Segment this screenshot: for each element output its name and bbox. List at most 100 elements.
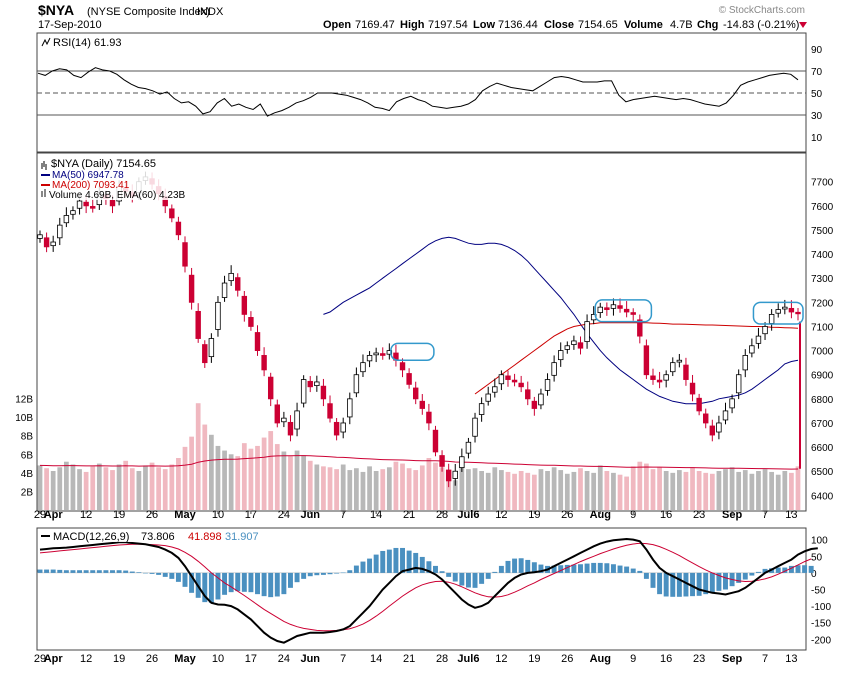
volume-bar: [274, 444, 280, 510]
date-tick-label: 7: [762, 509, 768, 521]
candle-body: [445, 469, 452, 482]
date-tick-label: Apr: [44, 653, 64, 665]
macd-histogram-bar: [301, 572, 307, 579]
candle-body: [300, 379, 307, 404]
macd-histogram-bar: [604, 563, 610, 573]
candlestick: [656, 371, 663, 389]
volume-bar: [525, 472, 531, 510]
volume-bar: [129, 468, 135, 510]
date-tick-label: 26: [561, 509, 573, 521]
candlestick: [241, 291, 248, 322]
rsi-tick-label: 70: [811, 67, 823, 78]
date-tick-label: 9: [630, 509, 636, 521]
candlestick: [320, 378, 327, 407]
volume-tick-label: 8B: [21, 432, 34, 443]
macd-histogram-bar: [802, 565, 808, 573]
volume-bar: [446, 474, 452, 510]
candle-body: [544, 379, 551, 391]
macd-tick-label: -150: [811, 619, 831, 630]
volume-bar: [301, 455, 307, 510]
candle-body: [597, 306, 603, 313]
candle-body: [287, 421, 294, 436]
candle-body: [202, 344, 208, 364]
price-tick-label: 7000: [811, 347, 834, 358]
candle-body: [380, 353, 386, 356]
volume-bar: [597, 465, 603, 510]
candlestick: [182, 236, 188, 273]
price-tick-label: 6900: [811, 371, 834, 382]
candle-body: [281, 417, 287, 423]
candlestick: [735, 369, 742, 400]
volume-tick-label: 12B: [15, 395, 33, 406]
price-legend-bg: [40, 156, 190, 200]
macd-histogram-bar: [202, 572, 208, 603]
macd-histogram-bar: [479, 572, 485, 584]
volume-bar: [373, 471, 379, 510]
volume-bar: [413, 470, 419, 510]
volume-bar: [492, 467, 498, 510]
candle-body: [518, 382, 524, 388]
candle-body: [182, 242, 188, 267]
candle-body: [215, 301, 221, 330]
macd-histogram-bar: [775, 567, 781, 573]
macd-histogram-bar: [222, 572, 228, 595]
rsi-legend-icon: [41, 37, 51, 47]
macd-histogram-bar: [400, 547, 405, 573]
date-tick-label: 21: [403, 509, 415, 521]
macd-histogram-bar: [657, 572, 663, 595]
volume-bar: [241, 443, 247, 510]
candle-body: [485, 393, 491, 402]
candlestick: [353, 367, 360, 398]
candlestick: [287, 415, 294, 442]
candlestick: [696, 393, 702, 416]
candlestick: [498, 370, 505, 391]
volume-bar: [630, 466, 636, 510]
low-label: Low: [473, 19, 495, 31]
date-tick-label: Jul6: [457, 509, 479, 521]
ma200-legend-text: MA(200) 7093.41: [52, 180, 130, 191]
volume-bar: [281, 451, 287, 510]
candle-body: [637, 319, 643, 337]
rsi-tick-label: 90: [811, 45, 823, 56]
macd-histogram-bar: [129, 571, 135, 573]
candle-body: [676, 359, 683, 363]
candle-body: [623, 308, 630, 313]
macd-histogram-bar: [703, 572, 709, 595]
macd-histogram-bar: [578, 564, 583, 573]
volume-bar: [215, 445, 221, 510]
date-tick-label: 14: [370, 509, 382, 521]
candle-body: [76, 200, 83, 209]
date-tick-label: Aug: [590, 653, 611, 665]
volume-bar: [248, 448, 254, 510]
macd-histogram-bar: [241, 572, 247, 592]
pattern-highlight-box: [594, 299, 653, 323]
macd-histogram-bar: [419, 556, 425, 573]
price-tick-label: 6500: [811, 467, 834, 478]
date-tick-label: Jun: [300, 509, 320, 521]
volume-bar: [459, 464, 465, 510]
macd-legend-hist: 31.907: [225, 531, 259, 543]
macd-histogram-bar: [591, 562, 597, 573]
macd-histogram-bar: [314, 572, 320, 576]
candlestick: [683, 357, 689, 386]
candle-body: [70, 210, 76, 215]
candle-body: [235, 277, 241, 291]
candlestick: [709, 419, 716, 442]
candle-body: [208, 338, 215, 358]
candlestick: [610, 298, 617, 316]
volume-bar: [696, 471, 702, 510]
candlestick: [623, 301, 630, 318]
volume-bar: [624, 476, 629, 510]
pattern-highlight-box: [752, 301, 804, 325]
volume-bar: [228, 454, 234, 510]
macd-histogram-bar: [485, 572, 491, 579]
macd-histogram-bar: [426, 561, 432, 573]
macd-histogram-bar: [690, 572, 696, 597]
candlestick: [492, 378, 498, 398]
candlestick: [795, 307, 801, 321]
candlestick: [505, 370, 511, 387]
macd-tick-label: 100: [811, 536, 828, 547]
candle-body: [175, 221, 182, 236]
candle-body: [531, 400, 538, 409]
macd-histogram-bar: [386, 549, 392, 573]
